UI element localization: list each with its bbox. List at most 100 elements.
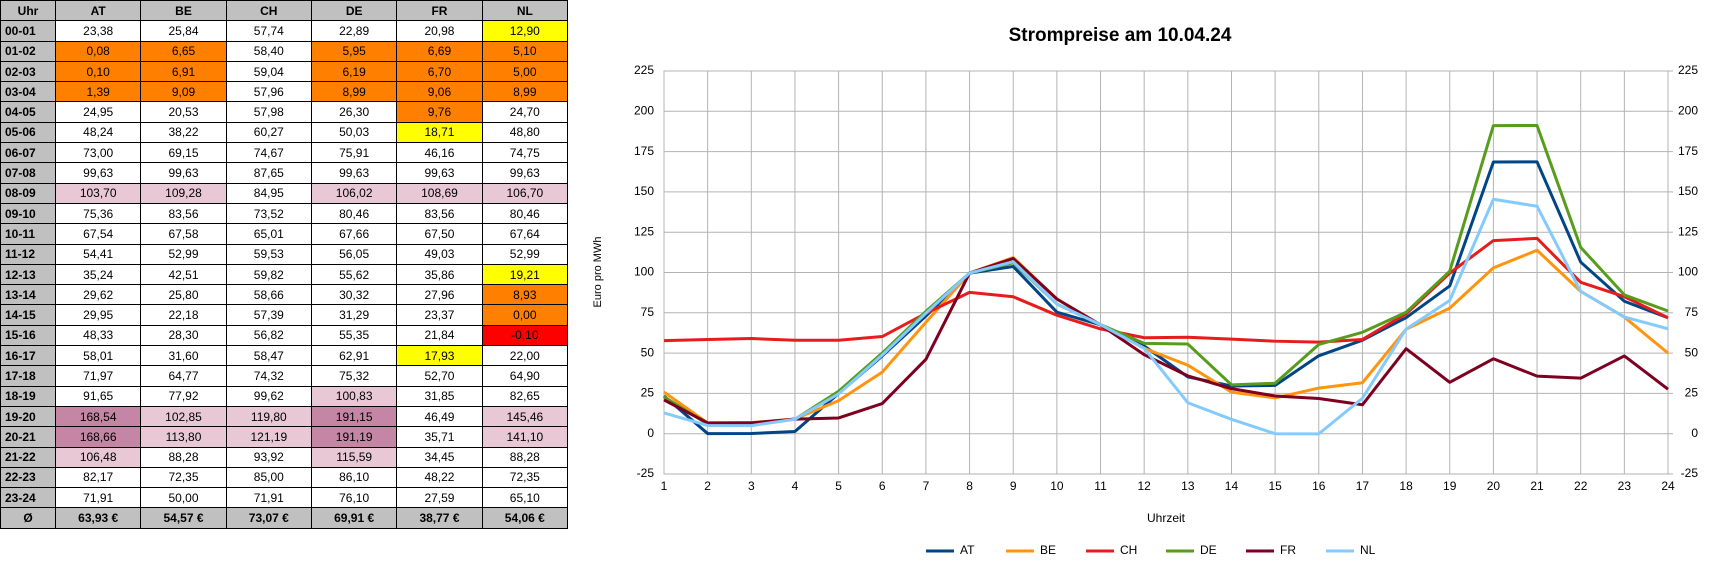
cell: 48,80 [481, 121, 569, 144]
y2-tick-label: 25 [1685, 386, 1699, 400]
x-tick-label: 8 [966, 479, 973, 493]
cell: 58,47 [225, 345, 312, 367]
y2-tick-label: 50 [1685, 345, 1699, 359]
cell: 48,33 [54, 324, 142, 347]
data-row: 06-07 73,00 69,15 74,67 75,91 46,16 74,75 [0, 142, 569, 164]
cell: 48,22 [396, 466, 483, 489]
cell: 73,00 [54, 142, 142, 164]
y-tick-label: 0 [647, 426, 654, 440]
cell: FR [396, 0, 483, 22]
legend-label: AT [960, 543, 975, 557]
cell: 8,99 [481, 81, 569, 103]
cell: 52,99 [481, 243, 569, 265]
cell: 100,83 [310, 385, 398, 407]
cell: BE [140, 0, 227, 22]
cell: 5,95 [310, 40, 398, 62]
legend-label: CH [1120, 543, 1137, 557]
cell: 59,53 [225, 243, 312, 265]
cell: DE [310, 0, 398, 22]
cell: 24,70 [481, 101, 569, 123]
cell: 56,05 [310, 243, 398, 265]
cell: 58,40 [225, 40, 312, 62]
cell: 71,91 [54, 487, 142, 509]
footer-row: Ø 63,93 €54,57 €73,07 €69,91 €38,77 €54,0… [0, 507, 569, 529]
y-tick-label: 150 [634, 184, 654, 198]
cell: 10-11 [0, 223, 56, 245]
y-axis-label: Euro pro MWh [592, 237, 604, 308]
cell: 27,59 [396, 487, 483, 509]
cell: 13-14 [0, 284, 56, 306]
cell: 49,03 [396, 243, 483, 265]
x-tick-label: 7 [923, 479, 930, 493]
data-row: 07-08 99,63 99,63 87,65 99,63 99,63 99,63 [0, 162, 569, 184]
cell: 109,28 [140, 182, 227, 204]
cell: 121,19 [225, 426, 312, 448]
x-tick-label: 16 [1312, 479, 1326, 493]
series-line [663, 236, 1669, 344]
data-row: 09-10 75,36 83,56 73,52 80,46 83,56 80,46 [0, 202, 569, 225]
y-tick-label: 200 [634, 103, 654, 117]
cell: 05-06 [0, 121, 56, 144]
data-row: 08-09 103,70 109,28 84,95 106,02 108,69 106,70 [0, 182, 569, 204]
data-row: 00-01 23,38 25,84 57,74 22,89 20,98 12,90 [0, 20, 569, 42]
cell: Ø [0, 507, 56, 529]
cell: 04-05 [0, 101, 56, 123]
y-tick-label: 100 [634, 265, 654, 279]
data-row: 03-04 1,39 9,09 57,96 8,99 9,06 8,99 [0, 81, 569, 103]
cell: 103,70 [54, 182, 142, 204]
cell: 06-07 [0, 142, 56, 164]
y-tick-label: 25 [641, 386, 655, 400]
cell: 55,62 [310, 263, 398, 286]
cell: 20,98 [396, 20, 483, 42]
plot-frame [663, 70, 1669, 475]
cell: 91,65 [54, 385, 142, 407]
cell: 113,80 [140, 426, 227, 448]
x-tick-label: 15 [1268, 479, 1282, 493]
cell: 108,69 [396, 182, 483, 204]
cell: 18-19 [0, 385, 56, 407]
cell: AT [54, 0, 142, 22]
cell: 69,91 € [310, 507, 398, 529]
cell: NL [481, 0, 569, 22]
cell: 58,01 [54, 345, 142, 367]
cell: 9,76 [396, 101, 483, 123]
cell: 38,22 [140, 121, 227, 144]
cell: 71,91 [225, 487, 312, 509]
cell: 77,92 [140, 385, 227, 407]
x-tick-label: 14 [1225, 479, 1239, 493]
y-tick-label: 50 [641, 345, 655, 359]
cell: 87,65 [225, 162, 312, 184]
cell: 93,92 [225, 446, 312, 468]
cell: 73,07 € [225, 507, 312, 529]
cell: 115,59 [310, 446, 398, 468]
cell: 65,10 [481, 487, 569, 509]
cell: 09-10 [0, 202, 56, 225]
x-tick-label: 9 [1010, 479, 1017, 493]
series-line [663, 124, 1669, 426]
cell: 5,10 [481, 40, 569, 62]
cell: 55,35 [310, 324, 398, 347]
cell: 63,93 € [54, 507, 142, 529]
cell: Uhr [0, 0, 56, 22]
header-row: Uhr AT BE CH DE FR NL [0, 0, 569, 22]
cell: 57,96 [225, 81, 312, 103]
cell: 19,21 [481, 263, 569, 286]
cell: 48,24 [54, 121, 142, 144]
cell: 21-22 [0, 446, 56, 468]
cell: 74,75 [481, 142, 569, 164]
y2-tick-label: 0 [1691, 426, 1698, 440]
cell: 0,00 [481, 304, 569, 326]
cell: 22,00 [481, 345, 569, 367]
cell: 106,02 [310, 182, 398, 204]
cell: 07-08 [0, 162, 56, 184]
data-row: 15-16 48,33 28,30 56,82 55,35 21,84 -0,10 [0, 324, 569, 347]
x-tick-label: 6 [879, 479, 886, 493]
series-line [663, 248, 1669, 425]
cell: 99,63 [54, 162, 142, 184]
cell: 82,17 [54, 466, 142, 489]
data-row: 01-02 0,08 6,65 58,40 5,95 6,69 5,10 [0, 40, 569, 62]
cell: 75,91 [310, 142, 398, 164]
cell: 145,46 [481, 405, 569, 428]
x-tick-label: 4 [792, 479, 799, 493]
data-row: 02-03 0,10 6,91 59,04 6,19 6,70 5,00 [0, 60, 569, 83]
